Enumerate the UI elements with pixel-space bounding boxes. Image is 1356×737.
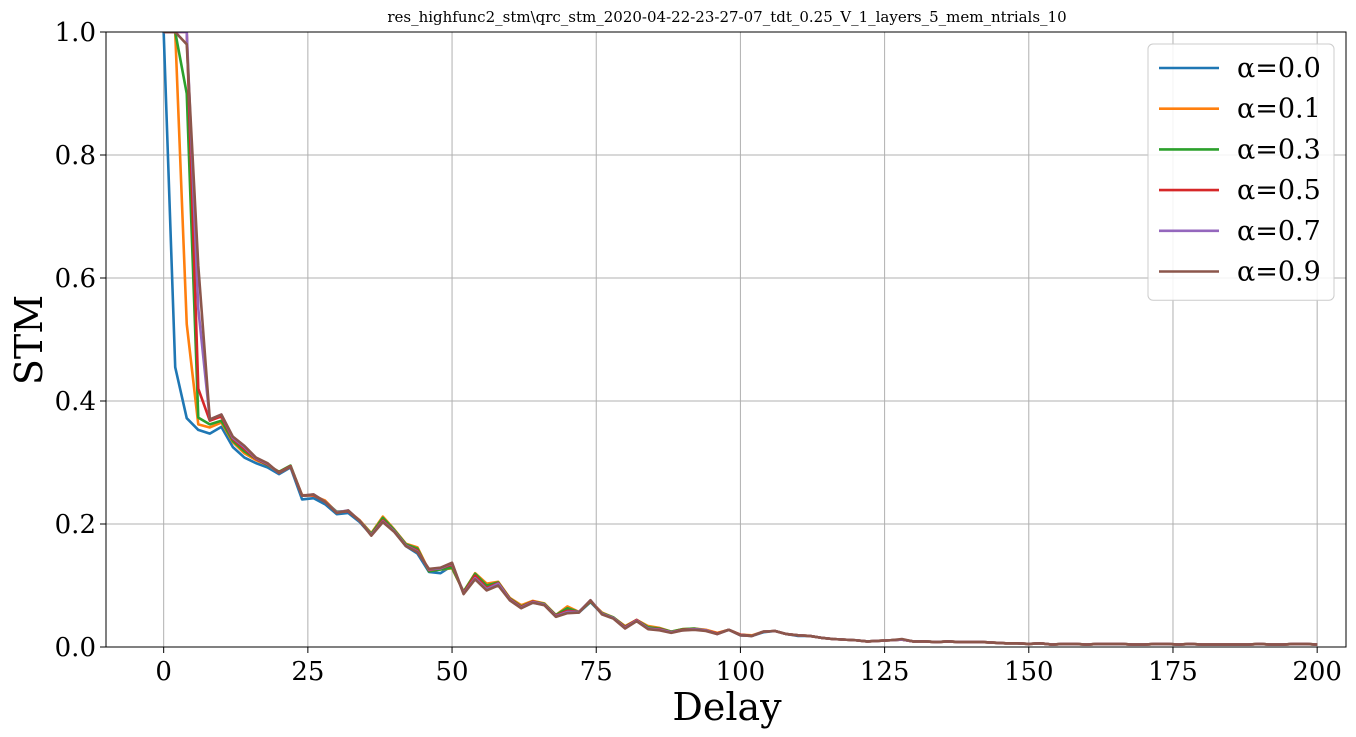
chart-title: res_highfunc2_stm\qrc_stm_2020-04-22-23-… <box>387 8 1066 26</box>
y-axis-ticks: 0.0 0.2 0.4 0.6 0.8 1.0 <box>55 18 106 663</box>
y-tick-label: 0.8 <box>55 141 96 171</box>
legend: α=0.0 α=0.1 α=0.3 α=0.5 α=0.7 α=0.9 <box>1147 43 1335 301</box>
x-tick-label: 150 <box>1004 657 1054 687</box>
y-tick-label: 0.2 <box>55 510 96 540</box>
legend-label: α=0.3 <box>1237 134 1321 165</box>
x-tick-label: 200 <box>1292 657 1342 687</box>
x-axis-label: Delay <box>672 685 782 729</box>
series-layer <box>162 32 1318 646</box>
legend-label: α=0.1 <box>1237 94 1321 125</box>
legend-label: α=0.0 <box>1237 53 1321 84</box>
x-tick-label: 175 <box>1148 657 1198 687</box>
y-tick-label: 0.6 <box>55 264 96 294</box>
y-tick-label: 0.0 <box>55 633 96 663</box>
x-tick-label: 75 <box>580 657 613 687</box>
legend-label: α=0.7 <box>1237 216 1321 247</box>
x-tick-label: 125 <box>860 657 910 687</box>
plot-frame <box>105 31 1347 648</box>
x-tick-label: 100 <box>716 657 766 687</box>
y-axis-label: STM <box>7 295 51 385</box>
x-tick-label: 0 <box>155 657 172 687</box>
legend-label: α=0.5 <box>1237 175 1321 206</box>
legend-label: α=0.9 <box>1237 257 1321 288</box>
y-tick-label: 1.0 <box>55 18 96 48</box>
x-axis-ticks: 0 25 50 75 100 125 150 175 200 <box>155 647 1342 687</box>
series-line-5 <box>163 32 1318 646</box>
x-tick-label: 25 <box>291 657 324 687</box>
y-tick-label: 0.4 <box>55 387 96 417</box>
x-tick-label: 50 <box>435 657 468 687</box>
